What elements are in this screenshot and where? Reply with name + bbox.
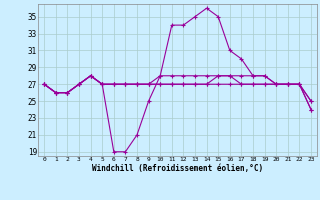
- X-axis label: Windchill (Refroidissement éolien,°C): Windchill (Refroidissement éolien,°C): [92, 164, 263, 173]
